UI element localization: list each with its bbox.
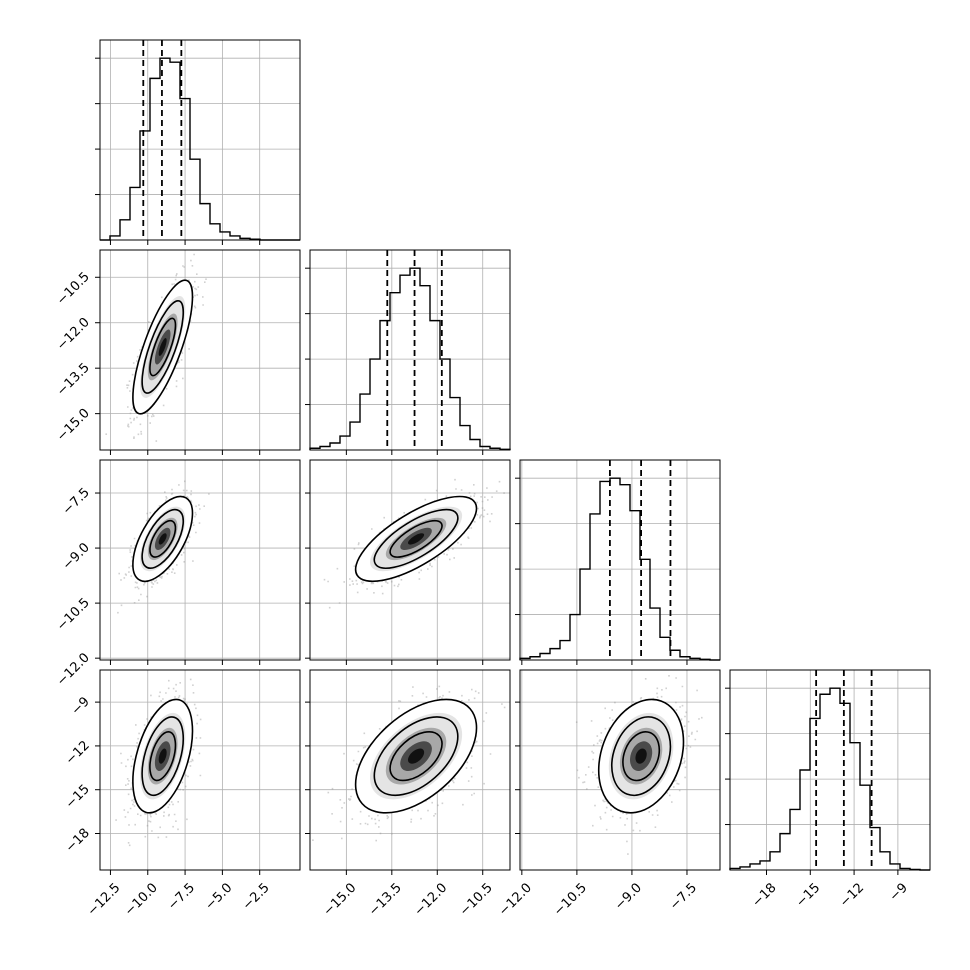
y-tick-label: −7.5 <box>60 485 93 518</box>
panel-content <box>520 670 720 870</box>
density-peak <box>158 748 167 764</box>
y-tick-label: −12 <box>63 738 93 768</box>
hist-panel-4 <box>725 669 931 871</box>
contour-3 <box>149 519 177 558</box>
hist-frame <box>519 459 721 661</box>
scatter-panel-2-4 <box>309 669 511 871</box>
contour-3 <box>389 731 443 782</box>
y-tick-label: −18 <box>63 826 93 856</box>
scatter-panel-1-4 <box>99 669 301 871</box>
panel-frame <box>99 669 301 871</box>
hist-panel-2 <box>305 249 511 451</box>
x-tick-label: −12 <box>837 880 867 910</box>
x-tick-label: −13.5 <box>366 880 405 919</box>
hist-panel-1 <box>95 39 301 241</box>
density-peak <box>158 338 167 356</box>
hist-frame <box>729 669 931 871</box>
x-tick-label: −7.5 <box>165 880 198 913</box>
x-tick-label: −12.0 <box>412 880 451 919</box>
hist-step-line <box>519 477 720 661</box>
x-tick-label: −2.5 <box>240 880 273 913</box>
scatter-panel-1-2 <box>99 249 301 451</box>
contour-2 <box>141 300 185 394</box>
x-tick-label: −12.0 <box>496 880 535 919</box>
hist-frame <box>309 249 511 451</box>
hist-step-line <box>729 687 930 871</box>
contour-2 <box>141 508 185 569</box>
panel-frame <box>519 669 721 871</box>
hist-step-line <box>100 57 300 241</box>
y-tick-label: −13.5 <box>54 360 93 399</box>
panel-content <box>100 250 300 450</box>
hist-frame <box>99 39 301 241</box>
hist-step-line <box>309 267 511 451</box>
x-tick-label: −18 <box>750 880 780 910</box>
x-tick-label: −12.5 <box>85 880 124 919</box>
density-peak <box>407 748 425 764</box>
density-peak <box>407 533 425 545</box>
panel-content <box>310 460 510 660</box>
y-tick-label: −9.0 <box>60 540 93 573</box>
contour-3 <box>389 519 443 558</box>
x-tick-label: −9 <box>887 880 911 904</box>
y-tick-label: −9 <box>69 694 93 718</box>
panel-content <box>310 670 510 870</box>
x-tick-label: −10.0 <box>122 880 161 919</box>
y-tick-label: −15.0 <box>54 406 93 445</box>
y-tick-label: −10.5 <box>54 269 93 308</box>
contour-2 <box>611 716 672 797</box>
x-tick-label: −7.5 <box>667 880 700 913</box>
panel-content <box>100 670 300 870</box>
scatter-panel-1-3 <box>99 459 301 661</box>
contour-3 <box>149 317 177 377</box>
panel-frame <box>99 459 301 661</box>
hist-panel-3 <box>515 459 721 661</box>
scatter-panel-2-3 <box>309 459 511 661</box>
x-tick-label: −9.0 <box>612 880 645 913</box>
x-tick-label: −15 <box>793 880 823 910</box>
x-tick-label: −10.5 <box>457 880 496 919</box>
contour-2 <box>373 716 459 797</box>
contour-2 <box>141 716 185 797</box>
panel-frame <box>99 249 301 451</box>
panel-frame <box>309 459 511 661</box>
contour-3 <box>622 731 661 782</box>
x-tick-label: −10.5 <box>551 880 590 919</box>
scatter-panel-3-4 <box>519 669 721 871</box>
panel-frame <box>309 669 511 871</box>
contour-3 <box>149 731 177 782</box>
x-tick-label: −5.0 <box>203 880 236 913</box>
density-peak <box>158 533 167 545</box>
contour-2 <box>373 508 459 569</box>
density-peak <box>635 748 647 764</box>
panel-content <box>100 460 300 660</box>
y-tick-label: −12.0 <box>54 315 93 354</box>
x-tick-label: −15.0 <box>321 880 360 919</box>
y-tick-label: −15 <box>63 782 93 812</box>
y-tick-label: −10.5 <box>54 595 93 634</box>
y-tick-label: −12.0 <box>54 650 93 689</box>
